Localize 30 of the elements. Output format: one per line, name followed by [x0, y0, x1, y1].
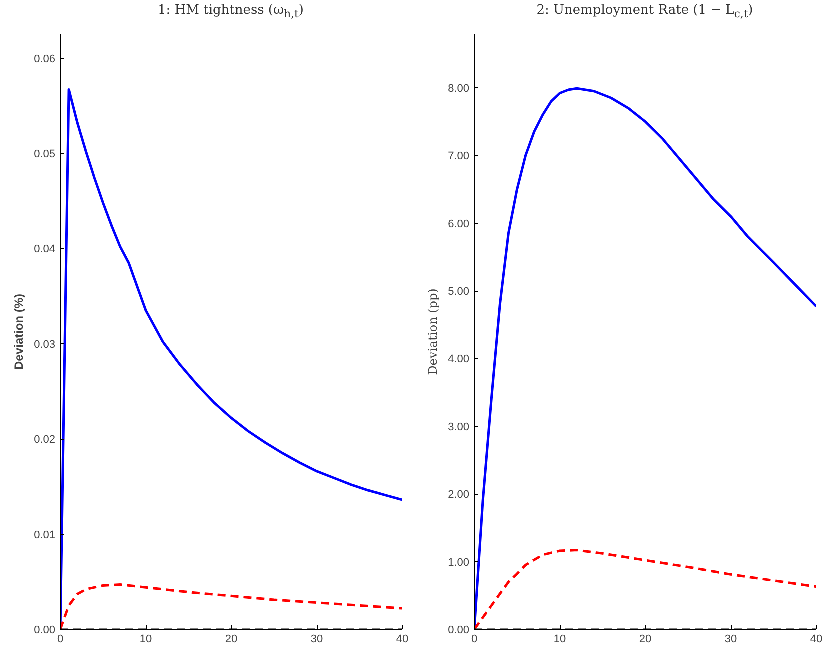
y-tick-label: 0.05	[34, 148, 56, 160]
y-tick-label: 0.00	[448, 624, 470, 636]
x-tick-label: 20	[639, 634, 652, 646]
x-tick-label: 40	[810, 634, 823, 646]
y-tick-label: 0.01	[34, 529, 56, 542]
y-tick-label: 7.00	[448, 150, 470, 163]
x-tick-label: 30	[724, 634, 738, 646]
chart-title: 2: Unemployment Rate (1 − L$_{c,t}$)	[536, 2, 754, 22]
y-tick-label: 8.00	[448, 82, 470, 95]
y-tick-label: 0.06	[34, 53, 56, 66]
y-axis-title: Deviation (pp)	[426, 288, 440, 376]
x-tick-label: 10	[554, 634, 566, 646]
y-tick-label: 6.00	[448, 218, 470, 230]
x-tick-label: 10	[140, 634, 152, 646]
x-tick-label: 40	[396, 634, 409, 646]
y-tick-label: 5.00	[448, 286, 470, 298]
y-tick-label: 4.00	[448, 354, 470, 366]
chart-title: 1: HM tightness (ω$_{h,t}$)	[157, 2, 305, 22]
y-tick-label: 0.02	[34, 434, 56, 446]
x-tick-label: 0	[471, 634, 478, 646]
y-tick-label: 0.00	[34, 624, 56, 636]
x-tick-label: 30	[310, 634, 324, 646]
y-axis-title: Deviation (%)	[12, 294, 26, 370]
y-tick-label: 0.03	[34, 338, 56, 351]
y-tick-label: 0.04	[34, 244, 56, 256]
y-tick-label: 1.00	[448, 556, 470, 569]
x-tick-label: 20	[225, 634, 238, 646]
y-tick-label: 3.00	[448, 421, 470, 434]
x-tick-label: 0	[57, 634, 64, 646]
y-tick-label: 2.00	[448, 489, 470, 502]
